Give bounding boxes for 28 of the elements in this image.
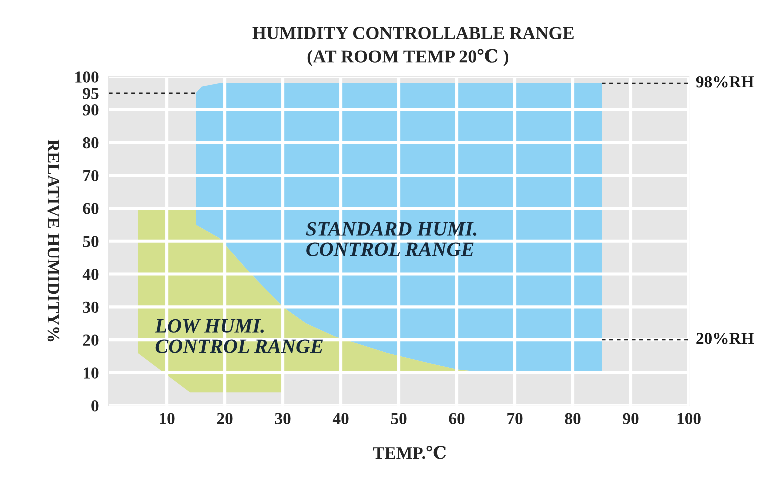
y-tick-label: 70 xyxy=(84,170,99,182)
x-tick-label: 100 xyxy=(678,413,701,424)
ref-line-label: 98%RH xyxy=(696,76,754,88)
x-tick-label: 60 xyxy=(449,413,465,424)
y-tick-label: 80 xyxy=(83,137,99,149)
x-tick-label: 40 xyxy=(332,413,349,424)
chart-subtitle: (AT ROOM TEMP 20℃ ) xyxy=(308,49,509,67)
x-tick-label: 50 xyxy=(391,413,407,424)
y-tick-label: 40 xyxy=(82,268,99,280)
x-tick-label: 30 xyxy=(275,413,291,424)
x-tick-label: 10 xyxy=(160,413,175,424)
y-tick-label: 0 xyxy=(92,400,99,412)
chart-title: HUMIDITY CONTROLLABLE RANGE xyxy=(252,27,574,40)
x-tick-label: 90 xyxy=(623,413,639,424)
x-tick-label: 20 xyxy=(217,413,233,424)
y-axis-title: RELATIVE HUMIDITY% xyxy=(48,140,60,342)
y-tick-label: 50 xyxy=(83,236,99,248)
y-tick-label: 95 xyxy=(83,88,99,100)
y-tick-label: 10 xyxy=(84,368,99,379)
x-axis-title: TEMP.℃ xyxy=(373,446,446,460)
y-tick-label: 60 xyxy=(83,203,99,214)
ref-line-label: 20%RH xyxy=(696,332,754,344)
y-tick-label: 20 xyxy=(83,334,99,346)
x-tick-label: 80 xyxy=(565,413,581,424)
y-tick-label: 30 xyxy=(83,302,99,314)
x-tick-label: 70 xyxy=(508,413,523,424)
y-tick-label: 100 xyxy=(76,72,99,83)
y-tick-label: 90 xyxy=(83,104,99,116)
